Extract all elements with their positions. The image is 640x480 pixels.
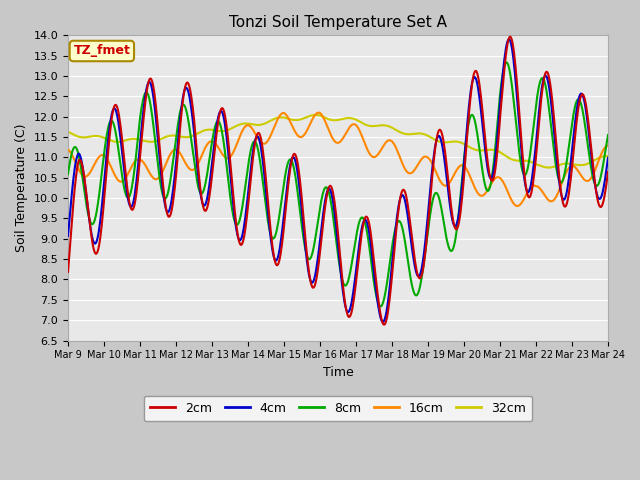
Legend: 2cm, 4cm, 8cm, 16cm, 32cm: 2cm, 4cm, 8cm, 16cm, 32cm bbox=[144, 396, 532, 421]
X-axis label: Time: Time bbox=[323, 366, 353, 379]
Text: TZ_fmet: TZ_fmet bbox=[74, 45, 131, 58]
Y-axis label: Soil Temperature (C): Soil Temperature (C) bbox=[15, 124, 28, 252]
Title: Tonzi Soil Temperature Set A: Tonzi Soil Temperature Set A bbox=[229, 15, 447, 30]
